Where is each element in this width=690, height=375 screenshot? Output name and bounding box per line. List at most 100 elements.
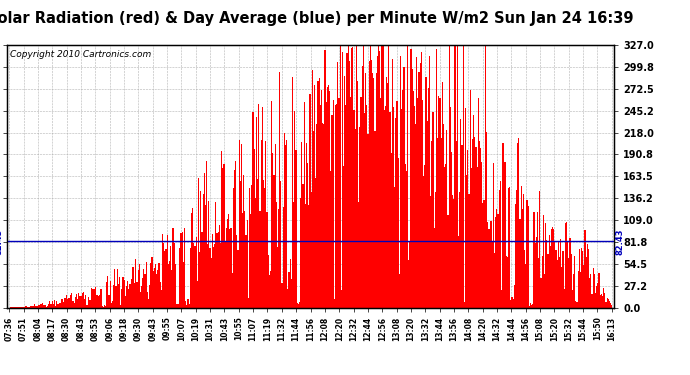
Bar <box>401 109 402 308</box>
Bar <box>486 132 487 308</box>
Bar <box>397 158 399 308</box>
Bar <box>433 228 435 308</box>
Bar <box>286 140 287 308</box>
Bar <box>166 234 168 308</box>
Bar <box>300 198 302 308</box>
Bar <box>217 232 219 308</box>
Bar <box>74 303 75 307</box>
Bar <box>313 131 314 308</box>
Bar <box>86 305 88 308</box>
Bar <box>532 304 533 307</box>
Bar <box>149 285 150 308</box>
Bar <box>70 295 71 307</box>
Bar <box>393 107 394 307</box>
Bar <box>176 304 177 307</box>
Bar <box>60 303 61 307</box>
Bar <box>582 251 583 308</box>
Bar <box>103 306 104 308</box>
Bar <box>365 74 366 308</box>
Bar <box>179 248 181 308</box>
Bar <box>150 263 151 308</box>
Bar <box>277 247 278 308</box>
Bar <box>481 162 482 308</box>
Bar <box>418 72 420 308</box>
Bar <box>148 299 149 307</box>
Bar <box>220 243 221 308</box>
Bar <box>279 72 280 308</box>
Bar <box>302 184 304 308</box>
Bar <box>416 57 417 308</box>
Bar <box>266 212 268 308</box>
Bar <box>99 295 100 307</box>
Bar <box>251 185 253 308</box>
Bar <box>604 293 605 308</box>
Bar <box>575 301 576 307</box>
Bar <box>487 222 488 308</box>
Bar <box>598 273 600 308</box>
Bar <box>451 152 452 308</box>
Bar <box>68 298 69 307</box>
Bar <box>367 134 368 308</box>
Bar <box>275 144 276 308</box>
Bar <box>356 45 357 308</box>
Bar <box>135 259 137 308</box>
Bar <box>385 106 386 308</box>
Bar <box>494 253 495 308</box>
Bar <box>552 227 553 308</box>
Bar <box>278 209 279 308</box>
Bar <box>256 117 257 308</box>
Bar <box>580 272 581 308</box>
Bar <box>292 77 293 308</box>
Bar <box>20 307 21 308</box>
Bar <box>206 161 207 308</box>
Bar <box>462 45 464 308</box>
Bar <box>126 286 127 308</box>
Bar <box>35 306 37 308</box>
Bar <box>596 286 598 308</box>
Bar <box>379 51 380 308</box>
Bar <box>162 234 163 308</box>
Bar <box>377 56 378 308</box>
Bar <box>304 102 305 308</box>
Text: Solar Radiation (red) & Day Average (blue) per Minute W/m2 Sun Jan 24 16:39: Solar Radiation (red) & Day Average (blu… <box>0 11 633 26</box>
Bar <box>404 164 406 308</box>
Bar <box>173 243 175 308</box>
Bar <box>118 284 119 308</box>
Bar <box>147 292 148 308</box>
Bar <box>115 286 117 308</box>
Bar <box>547 254 549 308</box>
Bar <box>41 304 42 307</box>
Bar <box>546 240 547 308</box>
Bar <box>272 153 273 308</box>
Bar <box>457 45 458 308</box>
Bar <box>285 145 286 308</box>
Bar <box>560 239 561 308</box>
Bar <box>93 289 95 308</box>
Bar <box>448 45 450 308</box>
Bar <box>561 267 562 308</box>
Bar <box>261 140 262 308</box>
Bar <box>50 304 52 307</box>
Bar <box>197 281 198 308</box>
Bar <box>139 264 140 308</box>
Bar <box>366 105 367 308</box>
Bar <box>609 301 610 307</box>
Bar <box>276 202 277 308</box>
Bar <box>181 232 183 308</box>
Bar <box>373 78 375 308</box>
Bar <box>359 127 360 308</box>
Bar <box>198 178 199 308</box>
Bar <box>233 188 234 308</box>
Bar <box>497 214 499 308</box>
Bar <box>516 190 518 308</box>
Bar <box>345 105 346 308</box>
Bar <box>348 45 349 308</box>
Bar <box>141 285 142 308</box>
Bar <box>307 163 308 308</box>
Bar <box>530 303 531 307</box>
Bar <box>469 194 470 308</box>
Bar <box>215 202 217 308</box>
Bar <box>199 252 200 308</box>
Bar <box>283 207 284 308</box>
Bar <box>426 121 428 308</box>
